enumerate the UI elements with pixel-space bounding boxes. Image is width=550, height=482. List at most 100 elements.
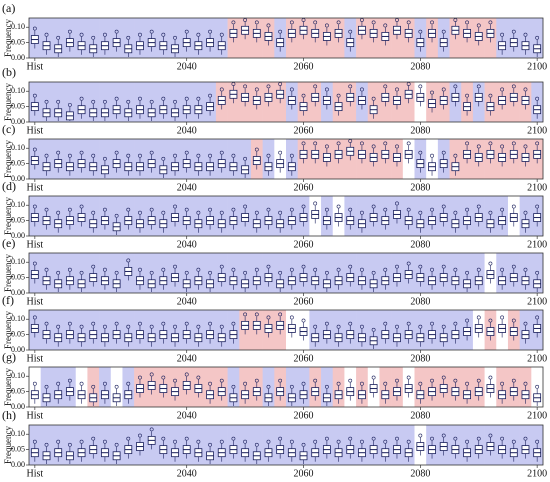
box — [147, 207, 156, 230]
background-band — [40, 425, 53, 465]
outlier — [161, 156, 166, 161]
outlier — [406, 20, 411, 25]
outlier — [430, 436, 434, 441]
outlier — [430, 207, 434, 212]
box — [533, 439, 542, 462]
box — [252, 378, 261, 401]
box — [217, 87, 226, 110]
outlier — [56, 270, 61, 275]
outlier — [324, 207, 329, 212]
box — [463, 93, 471, 116]
box — [112, 96, 121, 119]
outlier — [161, 321, 166, 326]
outlier — [336, 93, 341, 98]
outlier — [219, 87, 224, 92]
outlier — [535, 315, 540, 320]
outlier — [114, 96, 119, 101]
outlier — [360, 439, 364, 444]
outlier — [441, 324, 446, 329]
outlier — [149, 207, 154, 212]
box — [182, 321, 191, 344]
outlier — [184, 150, 189, 155]
box — [30, 315, 39, 338]
background-band — [367, 310, 380, 350]
box — [346, 29, 355, 52]
box — [451, 436, 460, 459]
box — [206, 153, 214, 176]
box — [65, 102, 74, 121]
box — [381, 23, 390, 46]
outlier — [184, 436, 189, 441]
outlier — [103, 324, 107, 329]
outlier — [441, 264, 446, 269]
outlier — [67, 207, 72, 212]
outlier — [254, 210, 259, 215]
box — [264, 315, 273, 338]
background-band — [145, 253, 158, 293]
outlier — [500, 381, 505, 386]
outlier — [219, 264, 224, 269]
outlier — [324, 144, 329, 149]
y-tick-label: 0.00 — [11, 231, 25, 240]
box — [159, 156, 168, 178]
outlier — [79, 439, 84, 444]
box — [101, 267, 109, 290]
box — [159, 436, 168, 459]
box — [533, 315, 542, 338]
outlier — [301, 381, 306, 386]
outlier — [126, 324, 131, 329]
box — [463, 270, 471, 292]
box — [124, 381, 133, 404]
box — [369, 327, 378, 349]
box — [159, 210, 168, 233]
outlier — [114, 150, 119, 155]
outlier — [103, 267, 107, 272]
outlier — [184, 96, 189, 101]
box — [206, 207, 214, 230]
outlier — [476, 378, 481, 383]
box — [322, 384, 331, 406]
box — [416, 433, 425, 456]
outlier — [278, 29, 283, 34]
outlier — [56, 99, 61, 104]
outlier — [313, 439, 318, 444]
plot-frame — [28, 424, 544, 466]
box — [217, 378, 226, 401]
box — [252, 210, 261, 233]
box — [65, 153, 74, 176]
box — [358, 381, 366, 404]
x-tick-label: 2080 — [410, 182, 430, 193]
background-band — [250, 425, 263, 465]
box — [358, 439, 366, 462]
box — [451, 267, 460, 290]
outlier — [149, 324, 154, 329]
box — [206, 29, 214, 52]
x-tick-label: 2040 — [177, 353, 197, 364]
outlier — [535, 35, 540, 40]
outlier — [103, 99, 107, 104]
outlier — [56, 150, 61, 155]
outlier — [418, 210, 423, 215]
x-tick-label: 2100 — [527, 61, 547, 72]
outlier — [44, 442, 49, 447]
background-band — [87, 82, 100, 122]
outlier — [196, 267, 201, 272]
outlier — [511, 378, 516, 383]
outlier — [360, 210, 364, 215]
box — [393, 144, 401, 167]
outlier — [278, 436, 283, 441]
outlier — [278, 150, 283, 155]
x-tick-label: 2100 — [527, 239, 547, 250]
box — [217, 439, 226, 462]
box — [393, 436, 401, 459]
outlier — [465, 381, 469, 386]
outlier — [441, 29, 446, 34]
outlier — [149, 372, 154, 377]
box — [194, 375, 203, 398]
box — [264, 439, 273, 462]
background-band — [122, 18, 135, 58]
outlier — [523, 436, 528, 441]
box — [112, 29, 121, 52]
panel-label: (c) — [2, 122, 15, 136]
